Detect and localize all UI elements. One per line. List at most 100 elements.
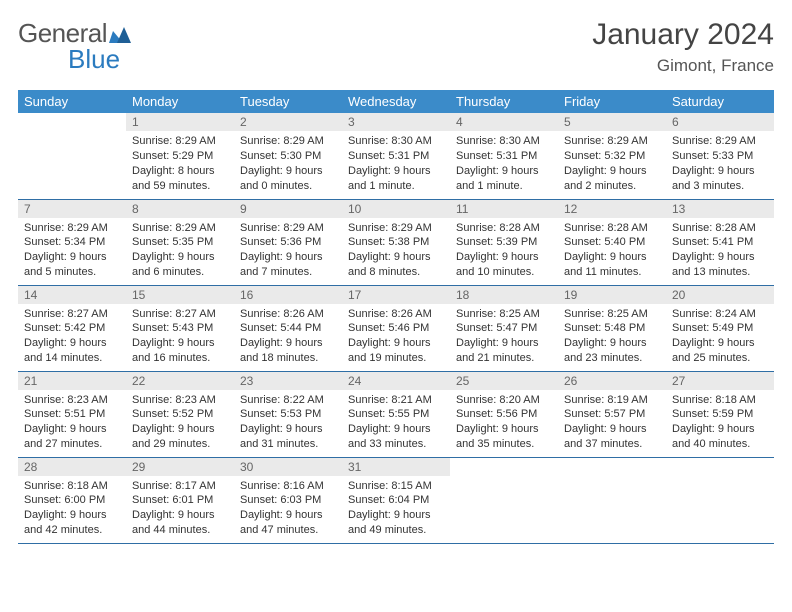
day-details: Sunrise: 8:23 AMSunset: 5:51 PMDaylight:… [18,390,126,456]
calendar-cell [450,457,558,543]
weekday-header: Monday [126,90,234,113]
day-number: 25 [450,372,558,390]
logo-mark-icon [109,25,131,43]
calendar-cell: 18Sunrise: 8:25 AMSunset: 5:47 PMDayligh… [450,285,558,371]
day-details: Sunrise: 8:29 AMSunset: 5:38 PMDaylight:… [342,218,450,284]
day-details: Sunrise: 8:25 AMSunset: 5:48 PMDaylight:… [558,304,666,370]
day-number: 26 [558,372,666,390]
day-details: Sunrise: 8:15 AMSunset: 6:04 PMDaylight:… [342,476,450,542]
day-number: 31 [342,458,450,476]
day-number: 11 [450,200,558,218]
location: Gimont, France [592,56,774,76]
calendar-cell: 30Sunrise: 8:16 AMSunset: 6:03 PMDayligh… [234,457,342,543]
day-number: 4 [450,113,558,131]
day-number: 30 [234,458,342,476]
calendar-cell [18,113,126,199]
day-number: 6 [666,113,774,131]
day-number: 19 [558,286,666,304]
day-number: 12 [558,200,666,218]
day-details: Sunrise: 8:30 AMSunset: 5:31 PMDaylight:… [450,131,558,197]
calendar-cell: 16Sunrise: 8:26 AMSunset: 5:44 PMDayligh… [234,285,342,371]
day-details: Sunrise: 8:18 AMSunset: 6:00 PMDaylight:… [18,476,126,542]
day-details: Sunrise: 8:26 AMSunset: 5:44 PMDaylight:… [234,304,342,370]
calendar-cell: 6Sunrise: 8:29 AMSunset: 5:33 PMDaylight… [666,113,774,199]
day-details: Sunrise: 8:30 AMSunset: 5:31 PMDaylight:… [342,131,450,197]
calendar-cell: 28Sunrise: 8:18 AMSunset: 6:00 PMDayligh… [18,457,126,543]
day-details: Sunrise: 8:18 AMSunset: 5:59 PMDaylight:… [666,390,774,456]
brand-part2: Blue [68,44,120,75]
calendar-cell [558,457,666,543]
calendar-cell: 10Sunrise: 8:29 AMSunset: 5:38 PMDayligh… [342,199,450,285]
calendar-cell: 7Sunrise: 8:29 AMSunset: 5:34 PMDaylight… [18,199,126,285]
calendar-cell: 27Sunrise: 8:18 AMSunset: 5:59 PMDayligh… [666,371,774,457]
day-number: 18 [450,286,558,304]
day-number: 29 [126,458,234,476]
calendar-cell: 19Sunrise: 8:25 AMSunset: 5:48 PMDayligh… [558,285,666,371]
day-details: Sunrise: 8:22 AMSunset: 5:53 PMDaylight:… [234,390,342,456]
day-details: Sunrise: 8:17 AMSunset: 6:01 PMDaylight:… [126,476,234,542]
day-details: Sunrise: 8:29 AMSunset: 5:29 PMDaylight:… [126,131,234,197]
calendar-cell: 21Sunrise: 8:23 AMSunset: 5:51 PMDayligh… [18,371,126,457]
calendar-table: Sunday Monday Tuesday Wednesday Thursday… [18,90,774,544]
calendar-week-row: 7Sunrise: 8:29 AMSunset: 5:34 PMDaylight… [18,199,774,285]
day-details: Sunrise: 8:29 AMSunset: 5:35 PMDaylight:… [126,218,234,284]
calendar-cell: 5Sunrise: 8:29 AMSunset: 5:32 PMDaylight… [558,113,666,199]
day-number: 3 [342,113,450,131]
header: General January 2024 Gimont, France [18,18,774,76]
calendar-cell: 17Sunrise: 8:26 AMSunset: 5:46 PMDayligh… [342,285,450,371]
weekday-header: Thursday [450,90,558,113]
calendar-cell: 26Sunrise: 8:19 AMSunset: 5:57 PMDayligh… [558,371,666,457]
title-block: January 2024 Gimont, France [592,18,774,76]
weekday-header: Wednesday [342,90,450,113]
day-details: Sunrise: 8:27 AMSunset: 5:43 PMDaylight:… [126,304,234,370]
day-details: Sunrise: 8:25 AMSunset: 5:47 PMDaylight:… [450,304,558,370]
day-number: 10 [342,200,450,218]
weekday-header: Saturday [666,90,774,113]
day-number: 2 [234,113,342,131]
day-number: 22 [126,372,234,390]
calendar-cell: 9Sunrise: 8:29 AMSunset: 5:36 PMDaylight… [234,199,342,285]
weekday-header-row: Sunday Monday Tuesday Wednesday Thursday… [18,90,774,113]
calendar-week-row: 28Sunrise: 8:18 AMSunset: 6:00 PMDayligh… [18,457,774,543]
day-number: 5 [558,113,666,131]
day-number: 8 [126,200,234,218]
calendar-cell: 1Sunrise: 8:29 AMSunset: 5:29 PMDaylight… [126,113,234,199]
calendar-cell: 22Sunrise: 8:23 AMSunset: 5:52 PMDayligh… [126,371,234,457]
day-number: 24 [342,372,450,390]
weekday-header: Tuesday [234,90,342,113]
day-details: Sunrise: 8:28 AMSunset: 5:40 PMDaylight:… [558,218,666,284]
day-number: 16 [234,286,342,304]
day-number: 7 [18,200,126,218]
calendar-cell: 24Sunrise: 8:21 AMSunset: 5:55 PMDayligh… [342,371,450,457]
day-number: 15 [126,286,234,304]
calendar-cell: 31Sunrise: 8:15 AMSunset: 6:04 PMDayligh… [342,457,450,543]
calendar-cell: 29Sunrise: 8:17 AMSunset: 6:01 PMDayligh… [126,457,234,543]
calendar-cell: 2Sunrise: 8:29 AMSunset: 5:30 PMDaylight… [234,113,342,199]
day-details: Sunrise: 8:19 AMSunset: 5:57 PMDaylight:… [558,390,666,456]
day-number: 17 [342,286,450,304]
day-number: 20 [666,286,774,304]
day-details: Sunrise: 8:29 AMSunset: 5:34 PMDaylight:… [18,218,126,284]
day-details: Sunrise: 8:23 AMSunset: 5:52 PMDaylight:… [126,390,234,456]
day-number: 9 [234,200,342,218]
day-details: Sunrise: 8:27 AMSunset: 5:42 PMDaylight:… [18,304,126,370]
month-title: January 2024 [592,18,774,52]
weekday-header: Sunday [18,90,126,113]
calendar-week-row: 21Sunrise: 8:23 AMSunset: 5:51 PMDayligh… [18,371,774,457]
calendar-cell: 13Sunrise: 8:28 AMSunset: 5:41 PMDayligh… [666,199,774,285]
day-details: Sunrise: 8:24 AMSunset: 5:49 PMDaylight:… [666,304,774,370]
day-number: 14 [18,286,126,304]
day-details: Sunrise: 8:20 AMSunset: 5:56 PMDaylight:… [450,390,558,456]
day-number: 1 [126,113,234,131]
day-details: Sunrise: 8:29 AMSunset: 5:33 PMDaylight:… [666,131,774,197]
day-number: 27 [666,372,774,390]
day-details: Sunrise: 8:28 AMSunset: 5:39 PMDaylight:… [450,218,558,284]
calendar-cell: 3Sunrise: 8:30 AMSunset: 5:31 PMDaylight… [342,113,450,199]
day-details: Sunrise: 8:16 AMSunset: 6:03 PMDaylight:… [234,476,342,542]
calendar-week-row: 14Sunrise: 8:27 AMSunset: 5:42 PMDayligh… [18,285,774,371]
day-details: Sunrise: 8:21 AMSunset: 5:55 PMDaylight:… [342,390,450,456]
weekday-header: Friday [558,90,666,113]
calendar-cell: 12Sunrise: 8:28 AMSunset: 5:40 PMDayligh… [558,199,666,285]
day-details: Sunrise: 8:28 AMSunset: 5:41 PMDaylight:… [666,218,774,284]
calendar-cell: 15Sunrise: 8:27 AMSunset: 5:43 PMDayligh… [126,285,234,371]
